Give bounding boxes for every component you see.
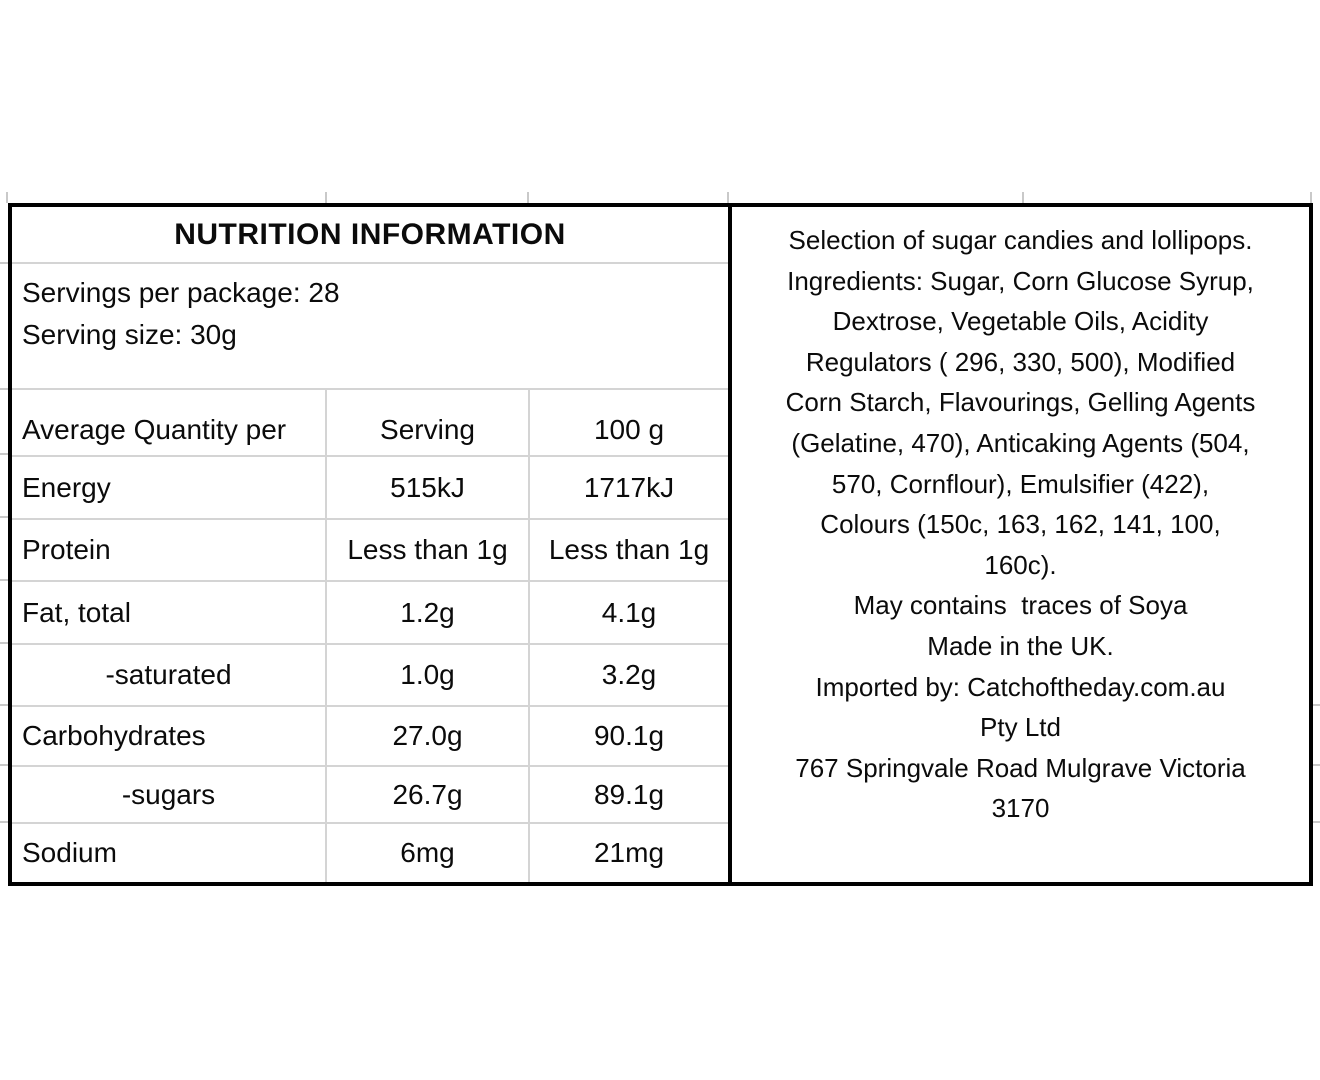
gridline-stub xyxy=(0,579,8,581)
row-label: -saturated xyxy=(12,645,327,705)
column-header-100g: 100 g xyxy=(593,414,665,445)
servings-per-package: Servings per package: 28 xyxy=(22,277,340,308)
table-row-saturated: -saturated 1.0g 3.2g xyxy=(12,645,728,707)
table-row-fat-total: Fat, total 1.2g 4.1g xyxy=(12,582,728,645)
serving-size: Serving size: 30g xyxy=(22,319,237,350)
gridline-stub xyxy=(0,764,8,766)
nutrition-label: NUTRITION INFORMATION Servings per packa… xyxy=(8,203,1313,886)
table-row-energy: Energy 515kJ 1717kJ xyxy=(12,457,728,520)
product-description: Selection of sugar candies and lollipops… xyxy=(788,225,1253,255)
gridline-stub xyxy=(1310,192,1312,203)
importer-postcode: 3170 xyxy=(991,793,1050,824)
row-per100-value: Less than 1g xyxy=(548,534,710,565)
nutrition-facts-panel: NUTRITION INFORMATION Servings per packa… xyxy=(12,207,732,882)
ingredients-panel: Selection of sugar candies and lollipops… xyxy=(732,207,1309,882)
importer-line: Imported by: Catchoftheday.com.au xyxy=(815,671,1226,702)
row-label: Sodium xyxy=(12,824,327,882)
column-header-serving: Serving xyxy=(327,390,530,455)
gridline-stub xyxy=(1022,192,1024,203)
origin-notice: Made in the UK. xyxy=(927,630,1114,661)
ingredients-line: Regulators ( 296, 330, 500), Modified xyxy=(805,346,1236,377)
table-row-sodium: Sodium 6mg 21mg xyxy=(12,824,728,882)
nutrition-title: NUTRITION INFORMATION xyxy=(12,207,728,264)
row-serving-value: 26.7g xyxy=(327,767,530,822)
row-label: Carbohydrates xyxy=(12,707,327,765)
importer-line: Pty Ltd xyxy=(980,712,1061,743)
gridline-stub xyxy=(0,704,8,706)
gridline-stub xyxy=(325,192,327,203)
row-per100-value: 90.1g xyxy=(593,720,665,751)
table-row-protein: Protein Less than 1g Less than 1g xyxy=(12,520,728,582)
ingredients-line: Corn Starch, Flavourings, Gelling Agents xyxy=(785,387,1256,418)
ingredients-line: 160c). xyxy=(984,549,1057,580)
gridline-stub xyxy=(0,821,8,823)
gridline-stub xyxy=(1312,821,1320,823)
row-per100-value: 1717kJ xyxy=(583,471,675,503)
row-per100-value: 89.1g xyxy=(593,778,665,810)
gridline-stub xyxy=(0,642,8,644)
row-per100-value: 3.2g xyxy=(601,659,657,690)
gridline-stub xyxy=(0,388,8,390)
row-serving-value: 6mg xyxy=(327,824,530,882)
row-serving-value: 1.0g xyxy=(327,645,530,705)
servings-block: Servings per package: 28 Serving size: 3… xyxy=(12,264,728,390)
row-label: Protein xyxy=(12,520,327,580)
gridline-stub xyxy=(0,516,8,518)
ingredients-line: Colours (150c, 163, 162, 141, 100, xyxy=(820,509,1221,540)
table-header-row: Average Quantity per Serving 100 g xyxy=(12,390,728,457)
gridline-stub xyxy=(527,192,529,203)
row-label: -sugars xyxy=(12,767,327,822)
row-serving-value: 515kJ xyxy=(327,457,530,518)
ingredients-line: Dextrose, Vegetable Oils, Acidity xyxy=(832,306,1209,337)
gridline-stub xyxy=(727,192,729,203)
row-label: Energy xyxy=(12,457,327,518)
importer-address: 767 Springvale Road Mulgrave Victoria xyxy=(795,752,1246,783)
ingredients-line: Ingredients: Sugar, Corn Glucose Syrup, xyxy=(787,265,1254,296)
gridline-stub xyxy=(1312,764,1320,766)
row-serving-value: 1.2g xyxy=(327,582,530,643)
gridline-stub xyxy=(1312,704,1320,706)
row-label: Fat, total xyxy=(12,582,327,643)
row-serving-value: Less than 1g xyxy=(327,520,530,580)
column-header-quantity: Average Quantity per xyxy=(12,390,327,455)
row-per100-value: 21mg xyxy=(593,837,665,868)
ingredients-line: 570, Cornflour), Emulsifier (422), xyxy=(831,468,1210,499)
gridline-stub xyxy=(0,453,8,455)
gridline-stub xyxy=(6,192,8,203)
gridline-stub xyxy=(0,262,8,264)
ingredients-line: (Gelatine, 470), Anticaking Agents (504, xyxy=(791,427,1250,458)
row-serving-value: 27.0g xyxy=(327,707,530,765)
table-row-sugars: -sugars 26.7g 89.1g xyxy=(12,767,728,824)
allergen-notice: May contains traces of Soya xyxy=(853,590,1188,621)
table-row-carbohydrates: Carbohydrates 27.0g 90.1g xyxy=(12,707,728,767)
row-per100-value: 4.1g xyxy=(601,596,657,628)
